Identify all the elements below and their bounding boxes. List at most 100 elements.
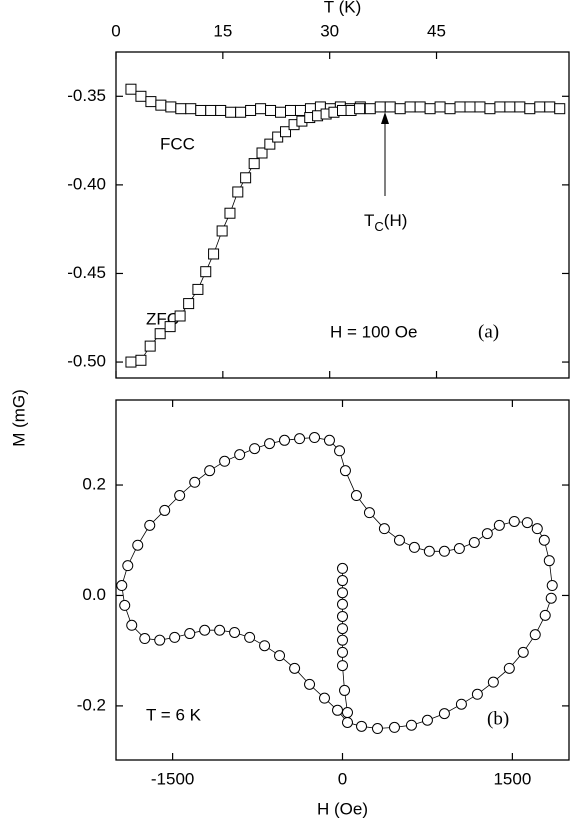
data-point xyxy=(341,707,353,719)
annotation: TC(H) xyxy=(364,211,407,234)
data-point xyxy=(337,587,348,599)
data-point xyxy=(534,101,546,113)
x-tick-label: 15 xyxy=(213,21,232,40)
data-point xyxy=(408,541,420,553)
data-point xyxy=(200,266,212,278)
data-point xyxy=(337,575,348,587)
data-point xyxy=(356,720,368,732)
data-point xyxy=(545,592,557,604)
data-point xyxy=(508,515,520,527)
data-point xyxy=(240,172,252,184)
data-point xyxy=(474,101,486,113)
data-point xyxy=(494,101,506,113)
data-point xyxy=(135,354,147,366)
data-point xyxy=(294,433,306,445)
data-point xyxy=(185,103,197,115)
data-point xyxy=(453,543,465,555)
y-tick-label: -0.2 xyxy=(77,695,106,714)
data-point xyxy=(524,103,536,115)
data-point xyxy=(145,96,157,108)
data-point xyxy=(285,104,297,116)
data-point xyxy=(248,158,260,170)
x-tick-label: 45 xyxy=(427,21,446,40)
data-point xyxy=(159,504,171,516)
data-point xyxy=(279,434,291,446)
data-point xyxy=(339,684,351,696)
data-point xyxy=(371,723,383,735)
data-point xyxy=(235,106,247,118)
annotation: T xyxy=(364,211,374,230)
data-point xyxy=(481,528,493,540)
data-point xyxy=(174,490,186,502)
data-point xyxy=(195,104,207,116)
data-point xyxy=(208,248,220,260)
data-point xyxy=(493,519,505,531)
series-line xyxy=(121,437,553,729)
data-point xyxy=(438,545,450,557)
data-point xyxy=(122,560,134,572)
data-point xyxy=(144,519,156,531)
data-point xyxy=(119,599,131,611)
data-point xyxy=(517,646,529,658)
data-point xyxy=(294,104,306,116)
data-point xyxy=(444,103,456,115)
data-point xyxy=(464,101,476,113)
data-point xyxy=(264,438,276,450)
data-point xyxy=(337,623,348,635)
x-tick-label: 1500 xyxy=(493,769,531,788)
data-point xyxy=(554,103,566,115)
data-point xyxy=(215,104,227,116)
data-point xyxy=(544,101,556,113)
data-point xyxy=(144,340,156,352)
data-point xyxy=(289,662,301,674)
data-point xyxy=(423,545,435,557)
data-point xyxy=(234,449,246,461)
data-point xyxy=(404,101,416,113)
y-tick-label: 0.2 xyxy=(82,475,106,494)
data-point xyxy=(132,539,144,551)
data-point xyxy=(225,106,237,118)
y-tick-label: -0.35 xyxy=(67,86,106,105)
data-point xyxy=(280,126,292,138)
data-point xyxy=(503,662,515,674)
data-point xyxy=(529,629,541,641)
plot-frame xyxy=(115,51,570,379)
data-point xyxy=(424,103,436,115)
data-point xyxy=(189,476,201,488)
data-point xyxy=(514,101,526,113)
data-point xyxy=(337,598,348,610)
data-point xyxy=(546,580,558,592)
x-tick-label: -1500 xyxy=(151,769,194,788)
data-point xyxy=(414,101,426,113)
x-tick-label: 30 xyxy=(320,21,339,40)
data-point xyxy=(232,186,244,198)
x-axis-label: T (K) xyxy=(324,0,361,16)
data-point xyxy=(219,455,231,467)
data-point xyxy=(539,609,551,621)
data-point xyxy=(337,634,348,646)
data-point xyxy=(341,716,353,728)
data-point xyxy=(192,283,204,295)
data-point xyxy=(274,650,286,662)
y-tick-label: -0.40 xyxy=(67,174,106,193)
arrow-head xyxy=(381,112,389,124)
data-point xyxy=(468,536,480,548)
data-point xyxy=(126,619,138,631)
y-tick-label: -0.45 xyxy=(67,263,106,282)
data-point xyxy=(175,103,187,115)
panel-label: (a) xyxy=(478,321,499,342)
data-point xyxy=(174,310,186,322)
data-point xyxy=(265,104,277,116)
x-tick-label: 0 xyxy=(338,769,347,788)
data-point xyxy=(216,225,228,237)
y-axis-label: M (mG) xyxy=(9,389,28,447)
data-point xyxy=(264,138,276,150)
x-tick-label: 0 xyxy=(111,21,120,40)
panel-label: (b) xyxy=(487,708,509,729)
data-point xyxy=(538,534,550,546)
data-point xyxy=(339,465,351,477)
data-point xyxy=(337,610,348,622)
data-point xyxy=(394,103,406,115)
data-point xyxy=(318,692,330,704)
